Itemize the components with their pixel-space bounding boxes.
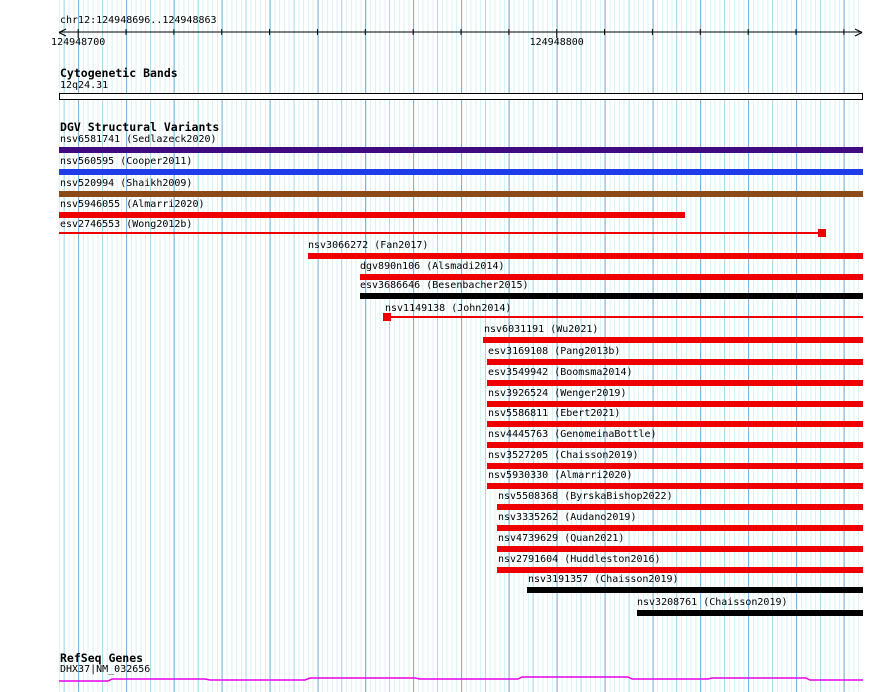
cytoband-bar[interactable]	[59, 93, 863, 100]
variant-bar[interactable]	[59, 212, 685, 218]
variant-bar[interactable]	[497, 525, 863, 531]
variant-label[interactable]: nsv3335262 (Audano2019)	[498, 512, 637, 523]
grid-panel	[59, 0, 863, 692]
variant-bar[interactable]	[487, 401, 863, 407]
variant-label[interactable]: nsv520994 (Shaikh2009)	[60, 178, 193, 189]
variant-bar[interactable]	[487, 483, 863, 489]
variant-bar[interactable]	[497, 567, 863, 573]
variant-label[interactable]: nsv2791604 (Huddleston2016)	[498, 554, 661, 565]
variant-bar[interactable]	[497, 546, 863, 552]
variant-label[interactable]: nsv5946055 (Almarri2020)	[60, 199, 205, 210]
variant-label[interactable]: nsv3191357 (Chaisson2019)	[528, 574, 679, 585]
variant-bar[interactable]	[487, 359, 863, 365]
variant-label[interactable]: nsv560595 (Cooper2011)	[60, 156, 193, 167]
ruler-tick-label: 124948800	[529, 37, 584, 48]
variant-end-marker[interactable]	[818, 229, 826, 237]
variant-line[interactable]	[383, 316, 863, 318]
variant-label[interactable]: nsv1149138 (John2014)	[385, 303, 512, 314]
variant-label[interactable]: nsv6031191 (Wu2021)	[484, 324, 599, 335]
variant-label[interactable]: nsv4739629 (Quan2021)	[498, 533, 625, 544]
variant-bar[interactable]	[497, 504, 863, 510]
variant-label[interactable]: dgv890n106 (Alsmadi2014)	[360, 261, 505, 272]
variant-label[interactable]: nsv5586811 (Ebert2021)	[488, 408, 621, 419]
variant-end-marker[interactable]	[383, 313, 391, 321]
variant-label[interactable]: nsv3527205 (Chaisson2019)	[488, 450, 639, 461]
variant-label[interactable]: nsv3208761 (Chaisson2019)	[637, 597, 788, 608]
variant-line[interactable]	[59, 232, 826, 234]
location-label: chr12:124948696..124948863	[60, 15, 217, 26]
section-title-cytobands: Cytogenetic Bands	[60, 66, 178, 80]
variant-bar[interactable]	[487, 380, 863, 386]
variant-bar[interactable]	[59, 169, 863, 175]
variant-bar[interactable]	[487, 421, 863, 427]
variant-bar[interactable]	[637, 610, 863, 616]
variant-bar[interactable]	[487, 442, 863, 448]
cytoband-label[interactable]: 12q24.31	[60, 80, 109, 91]
variant-label[interactable]: esv3169108 (Pang2013b)	[488, 346, 621, 357]
variant-bar[interactable]	[59, 147, 863, 153]
variant-label[interactable]: nsv3926524 (Wenger2019)	[488, 388, 627, 399]
variant-bar[interactable]	[487, 463, 863, 469]
variant-label[interactable]: nsv3066272 (Fan2017)	[308, 240, 429, 251]
ruler-tick-label: 124948700	[51, 37, 106, 48]
gene-label[interactable]: DHX37|NM_032656	[60, 664, 151, 675]
variant-bar[interactable]	[527, 587, 863, 593]
variant-bar[interactable]	[59, 191, 863, 197]
variant-label[interactable]: esv2746553 (Wong2012b)	[60, 219, 193, 230]
variant-bar[interactable]	[360, 274, 863, 280]
variant-label[interactable]: esv3549942 (Boomsma2014)	[488, 367, 633, 378]
variant-bar[interactable]	[483, 337, 863, 343]
variant-bar[interactable]	[360, 293, 863, 299]
variant-label[interactable]: esv3686646 (Besenbacher2015)	[360, 280, 529, 291]
variant-label[interactable]: nsv5508368 (ByrskaBishop2022)	[498, 491, 673, 502]
variant-bar[interactable]	[308, 253, 863, 259]
variant-label[interactable]: nsv5930330 (Almarri2020)	[488, 470, 633, 481]
variant-label[interactable]: nsv6581741 (Sedlazeck2020)	[60, 134, 217, 145]
section-title-dgv: DGV Structural Variants	[60, 120, 220, 134]
section-title-refseq: RefSeq Genes	[60, 651, 144, 665]
variant-label[interactable]: nsv4445763 (GenomeinaBottle)	[488, 429, 657, 440]
